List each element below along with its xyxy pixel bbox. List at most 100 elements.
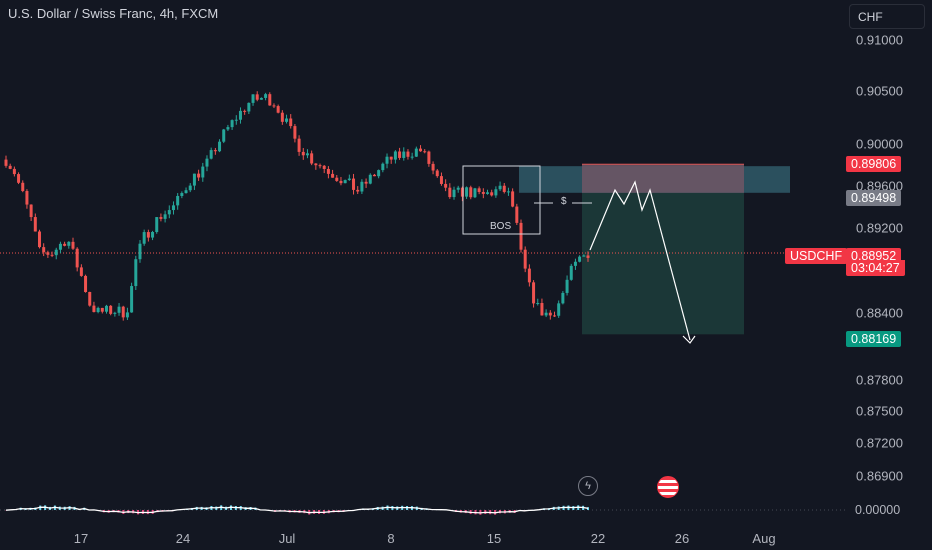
zone-top-label: 0.89806 <box>846 156 902 172</box>
candle-body <box>29 204 33 218</box>
y-tick-label: 0.88400 <box>856 305 903 321</box>
candle-body <box>456 187 460 190</box>
candle-body <box>452 189 456 198</box>
candle-body <box>17 174 21 183</box>
x-tick-label: 24 <box>175 531 191 546</box>
candle-body <box>37 231 41 248</box>
candle-body <box>385 156 389 164</box>
target-label: 0.88169 <box>846 331 902 347</box>
countdown-label: 03:04:27 <box>846 260 905 276</box>
candle-body <box>427 151 431 164</box>
candle-body <box>50 254 54 256</box>
oscillator-value: 0.00000 <box>855 503 901 517</box>
candle-body <box>54 249 58 256</box>
candle-body <box>356 189 360 192</box>
y-tick-label: 0.90500 <box>856 83 903 99</box>
candle-body <box>79 267 83 276</box>
candle-body <box>326 168 330 174</box>
candle-body <box>88 292 92 306</box>
candle-body <box>419 148 423 152</box>
candle-body <box>343 180 347 184</box>
symbol-label: USDCHF <box>785 248 848 264</box>
candle-body <box>201 166 205 178</box>
candle-body <box>460 187 464 197</box>
candle-body <box>42 247 46 253</box>
x-tick-label: 8 <box>387 531 395 546</box>
projection-arrowhead <box>682 335 696 344</box>
candle-body <box>125 312 129 318</box>
candle-body <box>561 292 565 304</box>
candle-body <box>527 268 531 283</box>
candle-body <box>544 312 548 316</box>
candle-body <box>490 192 494 196</box>
us-flag-icon[interactable] <box>657 476 679 498</box>
candle-body <box>553 315 557 317</box>
y-tick-label: 0.89600 <box>856 178 903 194</box>
candle-body <box>188 185 192 191</box>
candle-body <box>25 191 29 205</box>
candle-body <box>268 94 272 106</box>
candle-body <box>167 210 171 215</box>
candle-body <box>138 243 142 260</box>
candle-body <box>276 106 280 113</box>
candle-body <box>398 151 402 158</box>
candle-body <box>431 163 435 171</box>
entry-zone <box>582 164 744 193</box>
candle-body <box>238 110 242 120</box>
candle-body <box>494 189 498 196</box>
candle-body <box>226 127 230 130</box>
y-tick-label: 0.89200 <box>856 220 903 236</box>
candle-body <box>473 188 477 198</box>
candle-body <box>67 241 71 246</box>
candle-body <box>230 120 234 128</box>
candle-body <box>486 192 490 194</box>
candle-body <box>523 249 527 269</box>
candle-body <box>289 118 293 127</box>
candle-body <box>481 191 485 194</box>
candle-body <box>335 177 339 181</box>
candle-body <box>548 312 552 316</box>
x-tick-label: Aug <box>752 531 776 546</box>
candles <box>4 91 590 321</box>
candle-body <box>477 188 481 192</box>
candle-body <box>46 252 50 255</box>
candle-body <box>163 214 167 219</box>
candle-body <box>406 151 410 157</box>
candle-body <box>84 275 88 293</box>
lightning-icon[interactable]: ϟ <box>578 476 598 496</box>
bos-label: BOS <box>490 221 512 232</box>
candle-body <box>247 102 251 112</box>
candle-body <box>146 232 150 238</box>
candle-body <box>222 129 226 142</box>
candle-body <box>389 156 393 160</box>
candle-body <box>402 151 406 158</box>
candle-body <box>109 305 113 314</box>
candle-body <box>184 190 188 194</box>
candle-body <box>364 181 368 184</box>
candle-body <box>439 176 443 184</box>
candle-body <box>251 94 255 103</box>
candle-body <box>130 286 134 313</box>
candle-body <box>372 174 376 177</box>
candle-body <box>322 165 326 169</box>
y-tick-label: 0.87800 <box>856 372 903 388</box>
candle-body <box>502 185 506 192</box>
candle-body <box>71 241 75 249</box>
candle-body <box>465 187 469 197</box>
candle-body <box>63 243 67 246</box>
candle-body <box>293 126 297 139</box>
candle-body <box>159 217 163 219</box>
candle-body <box>280 112 284 122</box>
osc-line <box>5 506 589 514</box>
candle-body <box>573 261 577 266</box>
candle-body <box>511 191 515 207</box>
candle-body <box>352 178 356 190</box>
candle-body <box>171 205 175 211</box>
projection-path <box>589 180 691 341</box>
candle-body <box>255 94 259 100</box>
candle-body <box>360 181 364 192</box>
candle-body <box>285 118 289 122</box>
candle-body <box>347 178 351 181</box>
currency-button[interactable]: CHF <box>849 4 925 29</box>
